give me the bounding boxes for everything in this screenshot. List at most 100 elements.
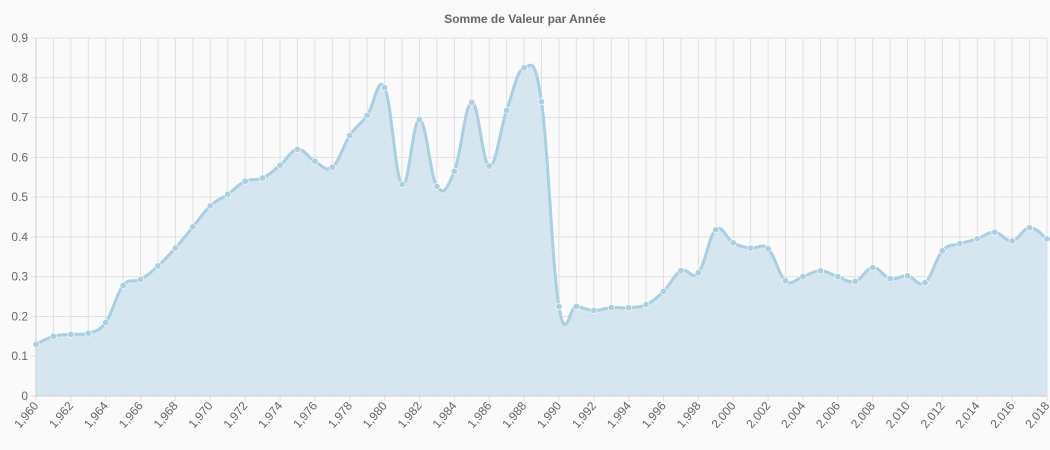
data-point-2009[interactable] [886,275,894,283]
x-tick-label: 1,960 [11,399,41,431]
x-tick-label: 1,998 [674,399,704,431]
data-point-1972[interactable] [241,177,249,185]
data-point-2018[interactable] [1043,235,1050,243]
data-point-1987[interactable] [503,106,511,114]
data-point-2006[interactable] [834,273,842,281]
x-tick-label: 2,000 [709,399,739,431]
x-tick-label: 1,990 [534,399,564,431]
x-tick-label: 1,968 [151,399,181,431]
data-point-1967[interactable] [154,262,162,270]
x-tick-label: 2,018 [1022,399,1050,431]
x-tick-label: 1,984 [430,399,460,431]
x-tick-label: 2,002 [743,399,773,431]
data-point-2007[interactable] [851,277,859,285]
x-tick-label: 1,988 [499,399,529,431]
data-point-1969[interactable] [189,223,197,231]
data-point-1982[interactable] [415,116,423,124]
data-point-2014[interactable] [973,235,981,243]
area-layer [35,63,1048,397]
data-point-1986[interactable] [485,162,493,170]
y-tick-label: 0.3 [11,270,28,284]
data-point-2012[interactable] [938,247,946,255]
data-point-2008[interactable] [869,264,877,272]
data-point-2005[interactable] [816,267,824,275]
x-tick-label: 1,978 [325,399,355,431]
y-tick-label: 0.9 [11,31,28,45]
data-point-2003[interactable] [782,277,790,285]
data-point-2011[interactable] [921,279,929,287]
x-tick-label: 1,974 [255,399,285,431]
x-tick-label: 2,008 [848,399,878,431]
y-tick-label: 0.1 [11,349,28,363]
series-area-fill [36,65,1047,397]
x-tick-label: 2,004 [778,399,808,431]
x-tick-label: 1,996 [639,399,669,431]
data-point-1971[interactable] [224,190,232,198]
data-point-1973[interactable] [259,174,267,182]
data-point-1984[interactable] [450,167,458,175]
x-tick-label: 1,964 [81,399,111,431]
data-point-1996[interactable] [660,287,668,295]
x-tick-label: 2,014 [953,399,983,431]
data-point-1962[interactable] [67,330,75,338]
data-point-1966[interactable] [137,275,145,283]
x-tick-label: 1,992 [569,399,599,431]
data-point-1991[interactable] [572,302,580,310]
data-point-2004[interactable] [799,273,807,281]
x-tick-label: 1,966 [116,399,146,431]
y-tick-label: 0.7 [11,111,28,125]
x-tick-label: 1,982 [395,399,425,431]
data-point-1995[interactable] [642,301,650,309]
data-point-2017[interactable] [1026,224,1034,232]
data-point-1965[interactable] [119,281,127,289]
data-point-2010[interactable] [904,272,912,280]
data-point-1983[interactable] [433,182,441,190]
data-point-1968[interactable] [171,244,179,252]
data-point-1977[interactable] [328,163,336,171]
x-tick-label: 1,986 [464,399,494,431]
data-point-1980[interactable] [381,84,389,92]
x-tick-label: 1,972 [220,399,250,431]
y-tick-label: 0.5 [11,190,28,204]
data-point-1981[interactable] [398,180,406,188]
data-point-2013[interactable] [956,240,964,248]
data-point-1974[interactable] [276,161,284,169]
data-point-1963[interactable] [84,329,92,337]
data-point-2000[interactable] [729,239,737,247]
y-tick-label: 0.2 [11,309,28,323]
data-point-1985[interactable] [468,98,476,106]
x-tick-label: 2,016 [987,399,1017,431]
x-tick-label: 1,962 [46,399,76,431]
data-point-1975[interactable] [293,145,301,153]
chart-title: Somme de Valeur par Année [444,12,606,26]
data-point-1990[interactable] [555,302,563,310]
data-point-2015[interactable] [991,228,999,236]
data-point-1961[interactable] [49,332,57,340]
data-point-1993[interactable] [607,304,615,312]
data-point-1999[interactable] [712,226,720,234]
data-point-1994[interactable] [625,304,633,312]
x-tick-label: 1,970 [186,399,216,431]
data-point-1970[interactable] [206,202,214,210]
data-point-1992[interactable] [590,306,598,314]
x-tick-label: 1,976 [290,399,320,431]
data-point-2002[interactable] [764,245,772,253]
data-point-1964[interactable] [102,318,110,326]
data-point-1976[interactable] [311,157,319,165]
y-tick-label: 0.4 [11,230,28,244]
data-point-1997[interactable] [677,267,685,275]
data-point-2001[interactable] [747,244,755,252]
x-tick-label: 2,010 [883,399,913,431]
point-layer [32,64,1050,348]
data-point-1998[interactable] [694,269,702,277]
data-point-1988[interactable] [520,64,528,72]
y-tick-label: 0.6 [11,150,28,164]
y-tick-label: 0 [21,389,28,403]
x-tick-label: 2,006 [813,399,843,431]
data-point-1979[interactable] [363,112,371,120]
data-point-1978[interactable] [346,131,354,139]
data-point-2016[interactable] [1008,237,1016,245]
data-point-1989[interactable] [537,98,545,106]
